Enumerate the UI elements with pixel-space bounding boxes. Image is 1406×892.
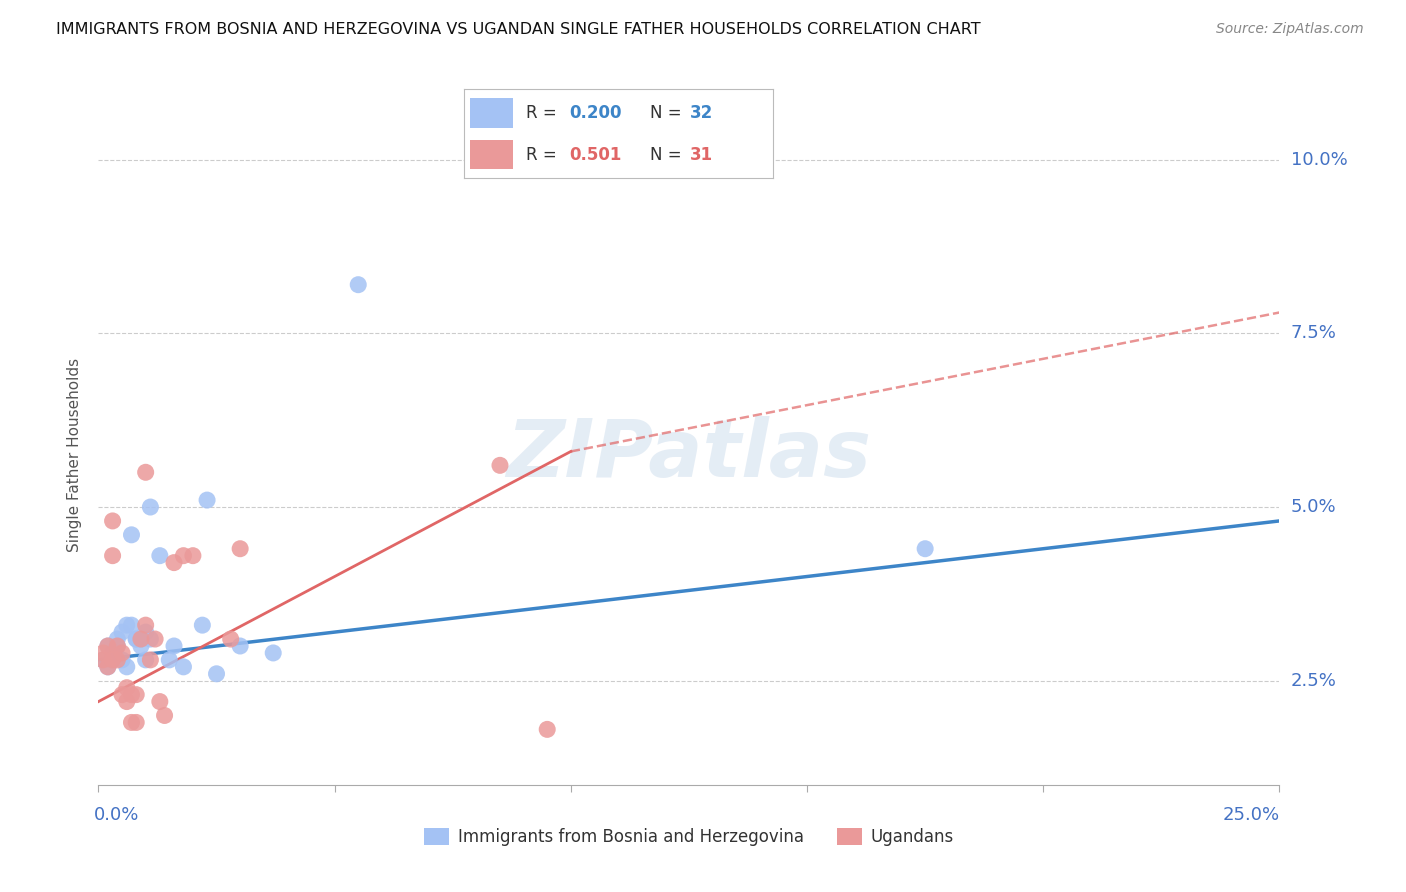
Point xyxy=(105,632,128,646)
Point xyxy=(101,514,124,528)
Point xyxy=(97,639,120,653)
Text: 0.0%: 0.0% xyxy=(94,805,139,824)
Point xyxy=(125,715,148,730)
Point xyxy=(153,708,176,723)
Point xyxy=(139,653,162,667)
Point xyxy=(262,646,284,660)
Point xyxy=(105,639,128,653)
Point xyxy=(111,646,134,660)
Text: ZIPatlas: ZIPatlas xyxy=(506,416,872,494)
Point xyxy=(229,639,252,653)
Point xyxy=(135,625,157,640)
Text: R =: R = xyxy=(526,103,562,122)
Text: 0.200: 0.200 xyxy=(569,103,621,122)
Point xyxy=(91,653,114,667)
Point xyxy=(97,639,120,653)
Point xyxy=(91,653,114,667)
Point xyxy=(111,688,134,702)
Text: 0.501: 0.501 xyxy=(569,145,621,164)
Point xyxy=(135,618,157,632)
Point xyxy=(97,660,120,674)
Point xyxy=(229,541,252,556)
Point xyxy=(135,465,157,479)
Point xyxy=(105,653,128,667)
Point xyxy=(125,632,148,646)
Point xyxy=(115,660,138,674)
Point xyxy=(139,500,162,514)
Point xyxy=(101,653,124,667)
Point xyxy=(143,632,166,646)
Point xyxy=(157,653,180,667)
Point xyxy=(129,632,152,646)
Point xyxy=(149,695,172,709)
Point xyxy=(115,695,138,709)
Point xyxy=(91,646,114,660)
Point xyxy=(163,639,186,653)
Point xyxy=(121,528,143,542)
Point xyxy=(914,541,936,556)
Point xyxy=(105,639,128,653)
Point xyxy=(347,277,370,292)
Point xyxy=(172,549,194,563)
Bar xyxy=(470,98,513,128)
Text: Source: ZipAtlas.com: Source: ZipAtlas.com xyxy=(1216,22,1364,37)
Point xyxy=(172,660,194,674)
Point xyxy=(101,646,124,660)
Text: 5.0%: 5.0% xyxy=(1291,498,1336,516)
Point xyxy=(129,639,152,653)
Point xyxy=(115,618,138,632)
Point xyxy=(121,715,143,730)
Point xyxy=(195,493,218,508)
Text: 31: 31 xyxy=(690,145,713,164)
Point xyxy=(125,688,148,702)
Point xyxy=(129,632,152,646)
Point xyxy=(163,556,186,570)
Point xyxy=(121,688,143,702)
Text: IMMIGRANTS FROM BOSNIA AND HERZEGOVINA VS UGANDAN SINGLE FATHER HOUSEHOLDS CORRE: IMMIGRANTS FROM BOSNIA AND HERZEGOVINA V… xyxy=(56,22,981,37)
Point xyxy=(121,618,143,632)
Text: 2.5%: 2.5% xyxy=(1291,672,1337,690)
Text: R =: R = xyxy=(526,145,562,164)
Text: 10.0%: 10.0% xyxy=(1291,151,1347,169)
Legend: Immigrants from Bosnia and Herzegovina, Ugandans: Immigrants from Bosnia and Herzegovina, … xyxy=(418,821,960,853)
Text: 7.5%: 7.5% xyxy=(1291,325,1337,343)
Point xyxy=(149,549,172,563)
Y-axis label: Single Father Households: Single Father Households xyxy=(67,358,83,552)
Point xyxy=(125,632,148,646)
Text: 32: 32 xyxy=(690,103,713,122)
Text: 25.0%: 25.0% xyxy=(1222,805,1279,824)
Point xyxy=(115,681,138,695)
Point xyxy=(101,549,124,563)
Point xyxy=(101,653,124,667)
Point xyxy=(191,618,214,632)
Point xyxy=(219,632,242,646)
Text: N =: N = xyxy=(650,103,686,122)
Point xyxy=(536,723,558,737)
Point xyxy=(135,653,157,667)
Text: N =: N = xyxy=(650,145,686,164)
Point xyxy=(139,632,162,646)
Point xyxy=(181,549,204,563)
Point xyxy=(205,666,228,681)
Point xyxy=(111,625,134,640)
Point xyxy=(97,660,120,674)
Bar xyxy=(470,140,513,169)
Point xyxy=(111,653,134,667)
Point xyxy=(489,458,512,473)
